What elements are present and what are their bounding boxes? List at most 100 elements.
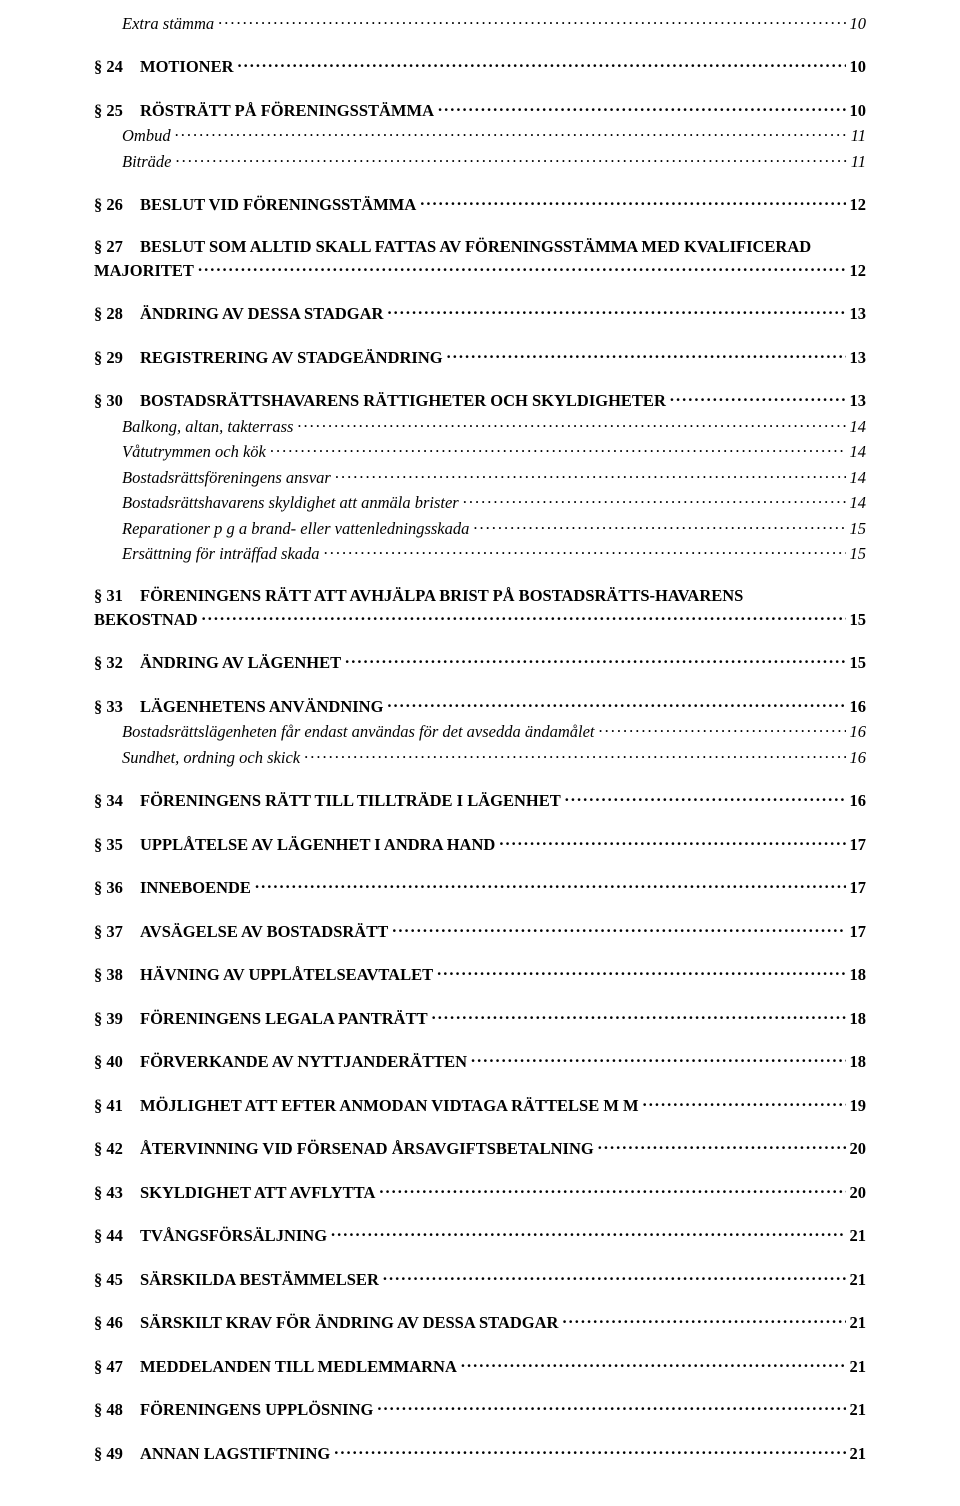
- toc-leader: [377, 1399, 845, 1416]
- toc-entry-level1: § 40FÖRVERKANDE AV NYTTJANDERÄTTEN18: [94, 1051, 866, 1073]
- toc-page-number: 15: [846, 653, 867, 673]
- toc-entry-text: BOSTADSRÄTTSHAVARENS RÄTTIGHETER OCH SKY…: [140, 391, 666, 410]
- toc-leader: [670, 390, 846, 407]
- toc-entry-label: § 42ÅTERVINNING VID FÖRSENAD ÅRSAVGIFTSB…: [94, 1139, 598, 1159]
- toc-page-number: 12: [846, 261, 867, 281]
- toc-entry-level1: § 44TVÅNGSFÖRSÄLJNING21: [94, 1225, 866, 1247]
- toc-entry-level2: Bostadsrättslägenheten får endast använd…: [94, 721, 866, 743]
- toc-page-number: 11: [847, 126, 866, 146]
- toc-entry-label: § 26BESLUT VID FÖRENINGSSTÄMMA: [94, 195, 420, 215]
- toc-entry-level1: § 30BOSTADSRÄTTSHAVARENS RÄTTIGHETER OCH…: [94, 390, 866, 412]
- toc-entry-label: § 33LÄGENHETENS ANVÄNDNING: [94, 697, 387, 717]
- toc-section-marker: § 37: [94, 922, 140, 942]
- toc-entry-label: § 35UPPLÅTELSE AV LÄGENHET I ANDRA HAND: [94, 835, 499, 855]
- toc-section-marker: § 40: [94, 1052, 140, 1072]
- toc-entry-level1: § 42ÅTERVINNING VID FÖRSENAD ÅRSAVGIFTSB…: [94, 1138, 866, 1160]
- toc-page-number: 17: [846, 878, 867, 898]
- toc-entry-level2: Balkong, altan, takterrass14: [94, 415, 866, 437]
- toc-section-marker: § 36: [94, 878, 140, 898]
- toc-page-number: 19: [846, 1096, 867, 1116]
- toc-page-number: 21: [846, 1270, 867, 1290]
- toc-leader: [255, 877, 846, 894]
- toc-page-number: 16: [846, 748, 867, 768]
- toc-entry-level1: § 46SÄRSKILT KRAV FÖR ÄNDRING AV DESSA S…: [94, 1312, 866, 1334]
- toc-entry-text: LÄGENHETENS ANVÄNDNING: [140, 697, 383, 716]
- toc-section-marker: § 32: [94, 653, 140, 673]
- toc-entry-level1-cont: BEKOSTNAD 15: [94, 608, 866, 630]
- toc-entry-level1: § 45SÄRSKILDA BESTÄMMELSER 21: [94, 1268, 866, 1290]
- toc-entry-text: FÖRENINGENS UPPLÖSNING: [140, 1400, 373, 1419]
- toc-entry-label: § 32ÄNDRING AV LÄGENHET: [94, 653, 345, 673]
- toc-leader: [463, 492, 846, 509]
- toc-entry-label: § 24MOTIONER: [94, 57, 238, 77]
- toc-page-number: 12: [846, 195, 867, 215]
- toc-leader: [334, 1442, 845, 1459]
- toc-section-marker: § 30: [94, 391, 140, 411]
- toc-entry-text: FÖRENINGENS RÄTT TILL TILLTRÄDE I LÄGENH…: [140, 791, 561, 810]
- toc-entry-level2: Våtutrymmen och kök14: [94, 441, 866, 463]
- toc-entry-text-line1: BESLUT SOM ALLTID SKALL FATTAS AV FÖRENI…: [140, 237, 811, 256]
- toc-entry-label: § 46SÄRSKILT KRAV FÖR ÄNDRING AV DESSA S…: [94, 1313, 562, 1333]
- toc-entry-level1: § 43SKYLDIGHET ATT AVFLYTTA20: [94, 1181, 866, 1203]
- toc-entry-text: ÄNDRING AV LÄGENHET: [140, 653, 341, 672]
- toc-entry-label: § 25RÖSTRÄTT PÅ FÖRENINGSSTÄMMA: [94, 101, 438, 121]
- toc-leader: [392, 920, 845, 937]
- toc-entry-label: § 28ÄNDRING AV DESSA STADGAR: [94, 304, 387, 324]
- toc-section-marker: § 44: [94, 1226, 140, 1246]
- toc-leader: [387, 695, 845, 712]
- toc-entry-text: HÄVNING AV UPPLÅTELSEAVTALET: [140, 965, 433, 984]
- toc-page-number: 16: [846, 791, 867, 811]
- toc-section-marker: § 42: [94, 1139, 140, 1159]
- toc-entry-text: Sundhet, ordning och skick: [122, 748, 304, 768]
- toc-page-number: 20: [846, 1139, 867, 1159]
- toc-page-number: 21: [846, 1357, 867, 1377]
- toc-entry-text-line1: FÖRENINGENS RÄTT ATT AVHJÄLPA BRIST PÅ B…: [140, 586, 743, 605]
- toc-entry-text: FÖRENINGENS LEGALA PANTRÄTT: [140, 1009, 428, 1028]
- toc-entry-level1-cont: MAJORITET12: [94, 259, 866, 281]
- toc-entry-text: ANNAN LAGSTIFTNING: [140, 1444, 330, 1463]
- toc-entry-level1: § 31FÖRENINGENS RÄTT ATT AVHJÄLPA BRIST …: [94, 586, 866, 606]
- toc-section-marker: § 48: [94, 1400, 140, 1420]
- toc-leader: [198, 259, 846, 276]
- toc-entry-text-line2: BEKOSTNAD: [94, 610, 202, 630]
- toc-section-marker: § 43: [94, 1183, 140, 1203]
- toc-page-number: 16: [846, 722, 867, 742]
- toc-page-number: 10: [846, 14, 867, 34]
- toc-page: Extra stämma10§ 24MOTIONER10§ 25RÖSTRÄTT…: [0, 0, 960, 1506]
- toc-page-number: 17: [846, 835, 867, 855]
- toc-entry-label: § 44TVÅNGSFÖRSÄLJNING: [94, 1226, 331, 1246]
- toc-leader: [304, 746, 845, 763]
- toc-section-marker: § 33: [94, 697, 140, 717]
- toc-page-number: 18: [846, 1009, 867, 1029]
- toc-page-number: 18: [846, 965, 867, 985]
- toc-entry-label: § 45SÄRSKILDA BESTÄMMELSER: [94, 1270, 383, 1290]
- toc-entry-text: Ersättning för inträffad skada: [122, 544, 324, 564]
- toc-entry-label: § 43SKYLDIGHET ATT AVFLYTTA: [94, 1183, 379, 1203]
- toc-entry-text: Bostadsrättshavarens skyldighet att anmä…: [122, 493, 463, 513]
- toc-entry-level2: Ombud11: [94, 125, 866, 147]
- toc-entry-label: § 38HÄVNING AV UPPLÅTELSEAVTALET: [94, 965, 437, 985]
- toc-entry-level1: § 33LÄGENHETENS ANVÄNDNING 16: [94, 695, 866, 717]
- toc-page-number: 13: [846, 391, 867, 411]
- toc-leader: [387, 303, 845, 320]
- toc-section-marker: § 31: [94, 586, 140, 606]
- toc-entry-text: REGISTRERING AV STADGEÄNDRING: [140, 348, 443, 367]
- toc-section-marker: § 35: [94, 835, 140, 855]
- toc-leader: [471, 1051, 845, 1068]
- toc-page-number: 15: [846, 610, 867, 630]
- toc-entry-level1: § 38HÄVNING AV UPPLÅTELSEAVTALET 18: [94, 964, 866, 986]
- toc-entry-level2: Sundhet, ordning och skick 16: [94, 746, 866, 768]
- toc-leader: [437, 964, 845, 981]
- toc-page-number: 16: [846, 697, 867, 717]
- toc-entry-text: MÖJLIGHET ATT EFTER ANMODAN VIDTAGA RÄTT…: [140, 1096, 639, 1115]
- toc-entry-text: UPPLÅTELSE AV LÄGENHET I ANDRA HAND: [140, 835, 495, 854]
- toc-page-number: 10: [846, 101, 867, 121]
- toc-page-number: 14: [846, 442, 867, 462]
- toc-entry-label: § 39FÖRENINGENS LEGALA PANTRÄTT: [94, 1009, 432, 1029]
- toc-entry-level1: § 39FÖRENINGENS LEGALA PANTRÄTT 18: [94, 1007, 866, 1029]
- toc-section-marker: § 47: [94, 1357, 140, 1377]
- toc-entry-text: AVSÄGELSE AV BOSTADSRÄTT: [140, 922, 388, 941]
- toc-entry-label: § 49ANNAN LAGSTIFTNING: [94, 1444, 334, 1464]
- toc-entry-text: BESLUT VID FÖRENINGSSTÄMMA: [140, 195, 416, 214]
- toc-leader: [461, 1355, 846, 1372]
